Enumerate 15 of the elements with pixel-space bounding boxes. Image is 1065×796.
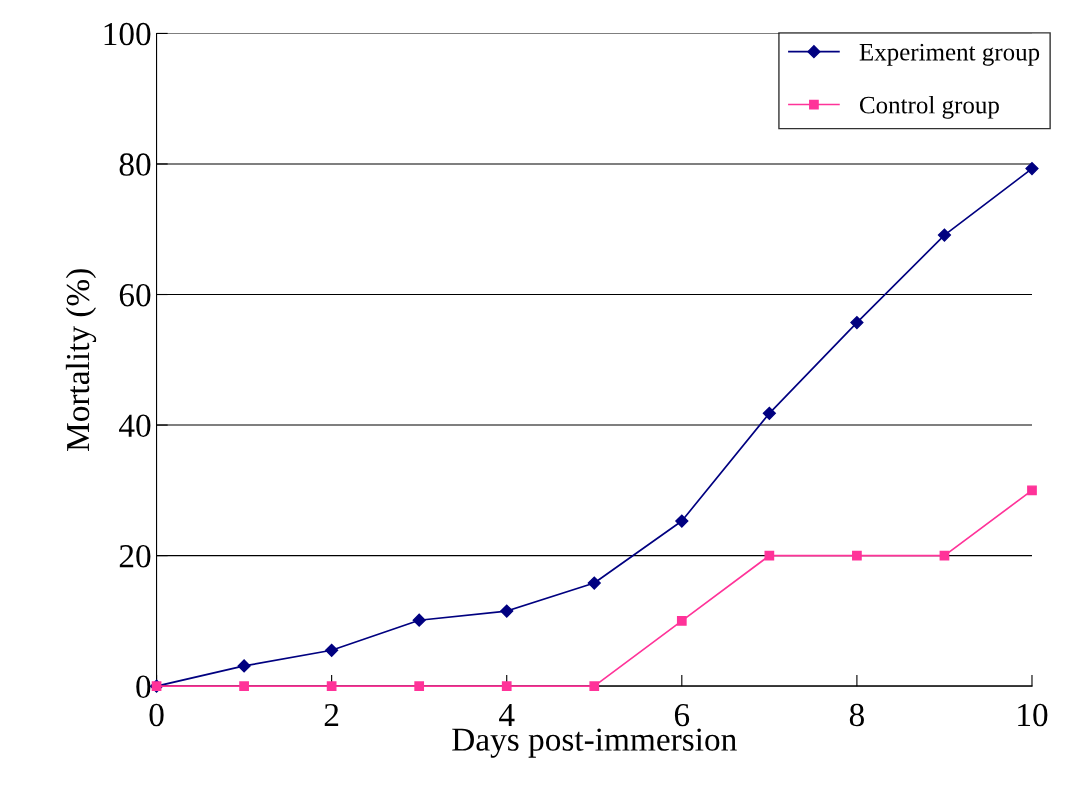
x-tick-label: 2 <box>324 703 339 726</box>
y-tick-label: 40 <box>119 414 151 437</box>
x-axis-title: Days post-immersion <box>452 728 737 758</box>
y-tick-label: 20 <box>119 545 151 568</box>
legend-label: Control group <box>859 95 999 119</box>
x-tick-label: 6 <box>674 703 690 727</box>
y-tick-label: 60 <box>119 283 151 307</box>
y-tick-label: 0 <box>136 675 151 699</box>
x-tick-label: 8 <box>849 703 864 727</box>
x-tick-label: 10 <box>1018 703 1048 727</box>
y-tick-label: 80 <box>119 153 151 176</box>
y-tick-label: 100 <box>104 22 151 46</box>
x-tick-label: 4 <box>499 704 515 726</box>
y-axis-title: Mortality (%) <box>65 269 97 451</box>
legend-label: Experiment group <box>859 43 1040 66</box>
